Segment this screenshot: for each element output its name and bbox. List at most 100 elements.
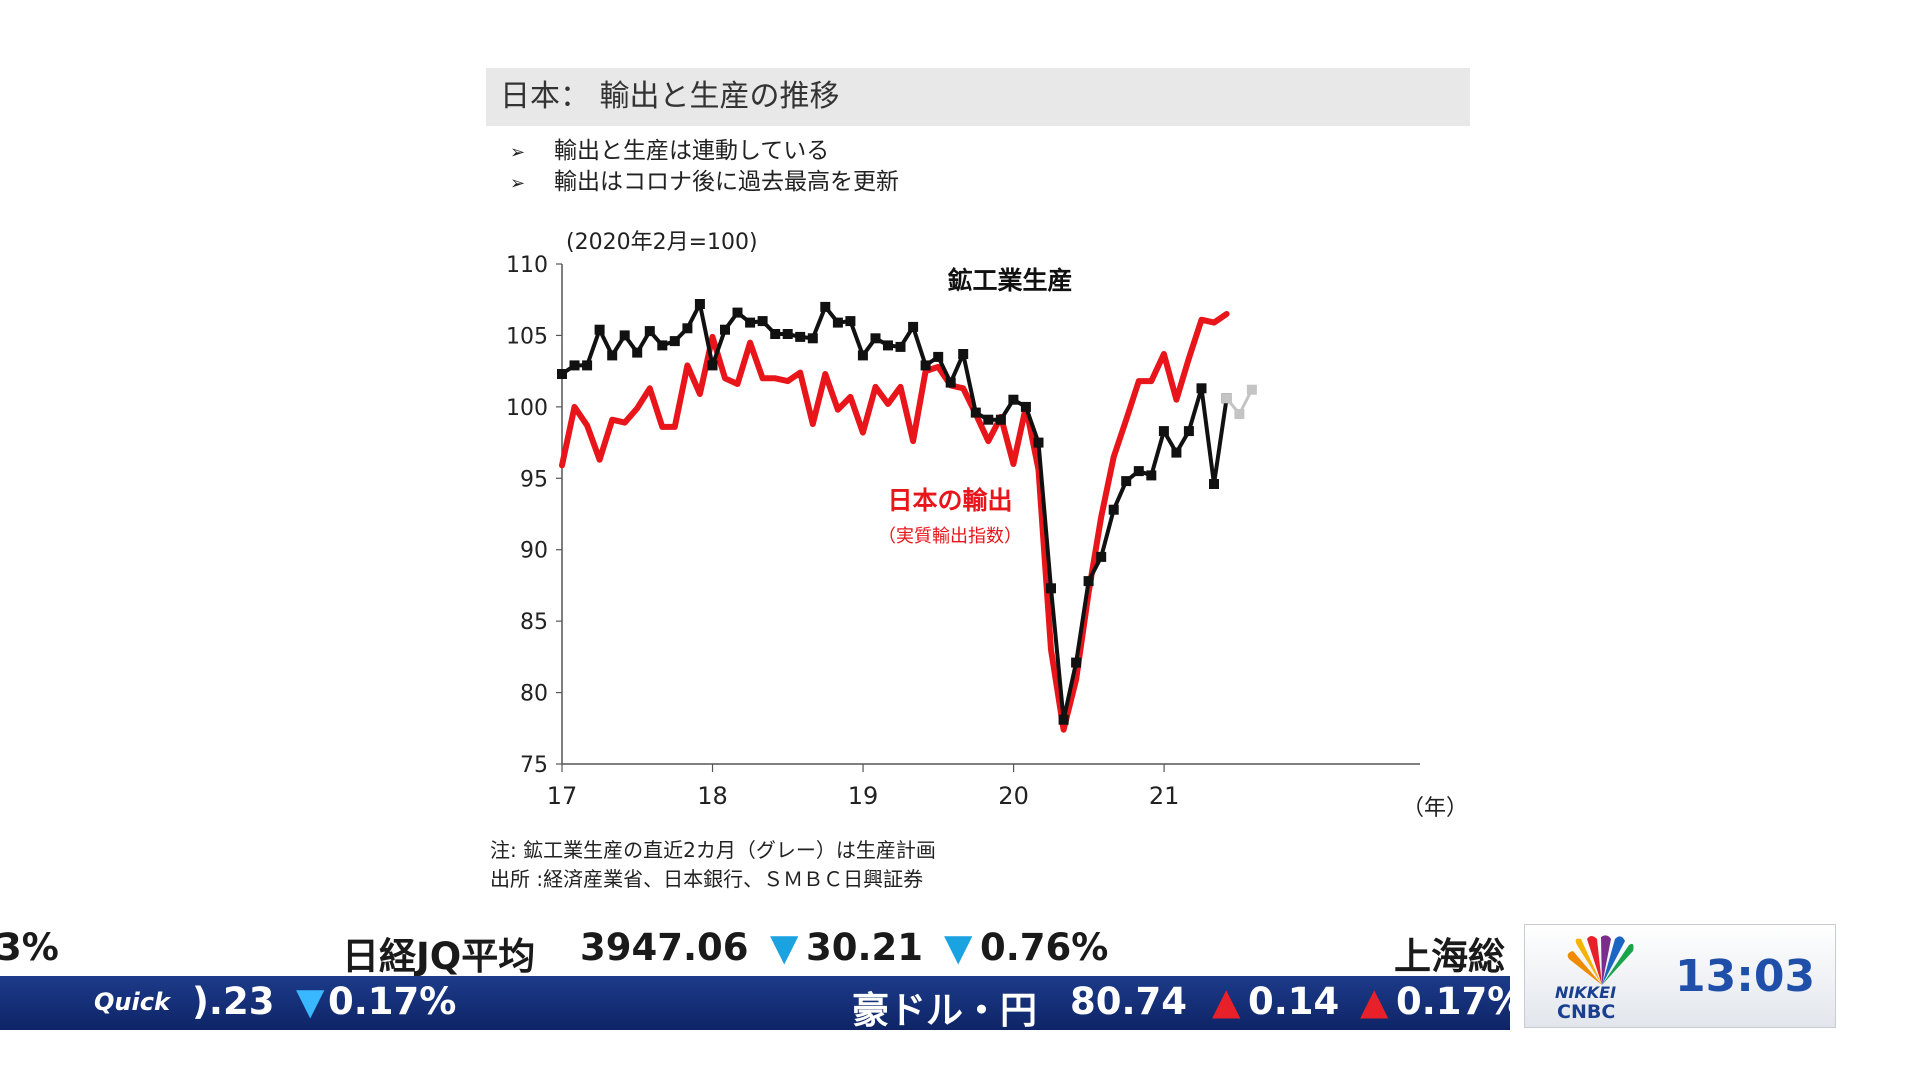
ticker-index-change: 30.21 xyxy=(806,926,924,969)
data-point-production xyxy=(770,329,781,339)
data-point-production xyxy=(782,329,793,339)
data-point-production xyxy=(1020,401,1031,412)
data-point-production xyxy=(970,407,981,418)
up-arrow-icon: ▲ xyxy=(1212,980,1241,1023)
down-arrow-icon: ▼ xyxy=(944,926,973,969)
slide-title: 日本： 輸出と生産の推移 xyxy=(486,68,1470,126)
data-point-production xyxy=(1171,447,1182,458)
y-tick-label: 100 xyxy=(506,396,548,421)
data-point-production xyxy=(720,324,730,335)
y-tick-label: 90 xyxy=(520,539,548,564)
series-label-production: 鉱工業生産 xyxy=(947,266,1072,295)
data-point-production xyxy=(619,330,630,341)
broadcaster-badge: NIKKEI CNBC 13:03 xyxy=(1524,924,1836,1028)
data-point-production xyxy=(657,340,668,351)
data-point-production xyxy=(995,414,1006,425)
data-point-production xyxy=(732,307,743,318)
data-point-production xyxy=(707,360,718,371)
y-tick-label: 105 xyxy=(506,324,548,349)
chart-notes: 注: 鉱工業生産の直近2カ月（グレー）は生産計画 出所 :経済産業省、日本銀行、… xyxy=(490,836,936,894)
bullet-arrow-icon: ➢ xyxy=(510,142,526,163)
data-point-production xyxy=(632,347,643,358)
data-point-production xyxy=(1058,714,1069,725)
broadcast-clock: 13:03 xyxy=(1675,951,1816,1002)
y-tick-label: 75 xyxy=(520,753,548,778)
cnbc-wordmark: CNBC xyxy=(1557,1001,1616,1023)
plot-area xyxy=(557,299,1257,733)
bullet-list: ➢ 輸出と生産は連動している ➢ 輸出はコロナ後に過去最高を更新 xyxy=(510,136,899,198)
ticker-fragment: 3% xyxy=(0,926,59,969)
data-point-production xyxy=(669,336,680,347)
data-point-plan xyxy=(1221,393,1232,404)
ticker-fx-name: 豪ドル・円 xyxy=(852,989,1037,1032)
ticker-index-pct: 0.76% xyxy=(980,926,1109,969)
down-arrow-icon: ▼ xyxy=(770,926,799,969)
x-tick-label: 21 xyxy=(1149,782,1180,810)
data-point-production xyxy=(1121,476,1132,487)
y-tick-label: 85 xyxy=(520,610,548,635)
ticker-next-name: 上海総 xyxy=(1394,935,1505,978)
data-point-production xyxy=(795,331,806,342)
bullet-item: ➢ 輸出はコロナ後に過去最高を更新 xyxy=(510,167,899,198)
series-sublabel-export: （実質輸出指数） xyxy=(878,526,1022,547)
ticker-fragment-value: ).23 xyxy=(192,980,275,1023)
data-point-production xyxy=(1183,426,1194,437)
data-point-production xyxy=(607,350,618,361)
x-tick-label: 20 xyxy=(998,782,1029,810)
line-chart: (2020年2月=100) 110 105 100 95 90 85 80 75 17 18 19 2… xyxy=(506,230,1468,821)
data-point-production xyxy=(920,360,931,371)
data-point-production xyxy=(883,340,893,351)
y-tick-label: 95 xyxy=(520,467,548,492)
axes: 110 105 100 95 90 85 80 75 17 18 19 20 21 xyxy=(506,253,1420,810)
data-point-production xyxy=(1133,466,1144,477)
data-point-plan xyxy=(1246,384,1257,395)
ticker-fragment-pct: 0.17% xyxy=(328,980,457,1023)
y-tick-label: 110 xyxy=(506,253,548,278)
ticker-fx-change: 0.14 xyxy=(1248,980,1340,1023)
data-point-production xyxy=(933,351,944,362)
data-point-production xyxy=(945,377,956,388)
data-point-production xyxy=(569,360,580,371)
x-tick-label: 18 xyxy=(697,782,728,810)
data-point-production xyxy=(845,316,856,327)
data-point-production xyxy=(983,414,994,425)
data-point-plan xyxy=(1234,409,1245,419)
data-point-production xyxy=(1033,437,1044,448)
ticker-row-top: 3% 日経JQ平均 3947.06 ▼ 30.21 ▼ 0.76% 上海総 xyxy=(0,920,1510,978)
data-point-production xyxy=(1209,479,1219,489)
down-arrow-icon: ▼ xyxy=(296,980,325,1023)
x-tick-label: 17 xyxy=(547,782,578,810)
series-line-export xyxy=(559,311,1230,733)
data-point-production xyxy=(745,317,756,328)
data-point-production xyxy=(807,333,818,344)
data-point-production xyxy=(1071,657,1082,668)
stock-ticker: 3% 日経JQ平均 3947.06 ▼ 30.21 ▼ 0.76% 上海総 Qu… xyxy=(0,920,1510,1032)
data-point-production xyxy=(694,299,705,309)
data-point-production xyxy=(1096,551,1107,562)
note-line: 注: 鉱工業生産の直近2カ月（グレー）は生産計画 xyxy=(490,838,936,862)
bullet-arrow-icon: ➢ xyxy=(510,173,526,194)
x-tick-label: 19 xyxy=(848,782,879,810)
ticker-fx-pct: 0.17% xyxy=(1396,980,1510,1023)
ticker-fx-value: 80.74 xyxy=(1070,980,1188,1023)
data-point-production xyxy=(908,321,919,332)
up-arrow-icon: ▲ xyxy=(1360,980,1389,1023)
data-point-production xyxy=(644,326,655,337)
data-point-production xyxy=(757,316,768,327)
data-point-production xyxy=(895,341,906,352)
series-label-export: 日本の輸出 xyxy=(887,486,1012,515)
data-point-production xyxy=(1146,470,1157,481)
data-point-production xyxy=(832,317,843,328)
data-point-production xyxy=(870,333,881,344)
data-point-production xyxy=(1108,504,1119,515)
data-point-production xyxy=(820,301,831,312)
data-point-production xyxy=(557,369,567,379)
bullet-item: ➢ 輸出と生産は連動している xyxy=(510,136,899,167)
ticker-row-bottom: Quick ).23 ▼ 0.17% 豪ドル・円 80.74 ▲ 0.14 ▲ … xyxy=(0,976,1510,1032)
peacock-icon xyxy=(1567,935,1634,985)
data-point-production xyxy=(958,349,969,359)
data-point-production xyxy=(1196,383,1207,394)
bullet-text: 輸出と生産は連動している xyxy=(554,138,830,164)
y-tick-label: 80 xyxy=(520,682,548,707)
unit-note: (2020年2月=100) xyxy=(566,230,758,255)
